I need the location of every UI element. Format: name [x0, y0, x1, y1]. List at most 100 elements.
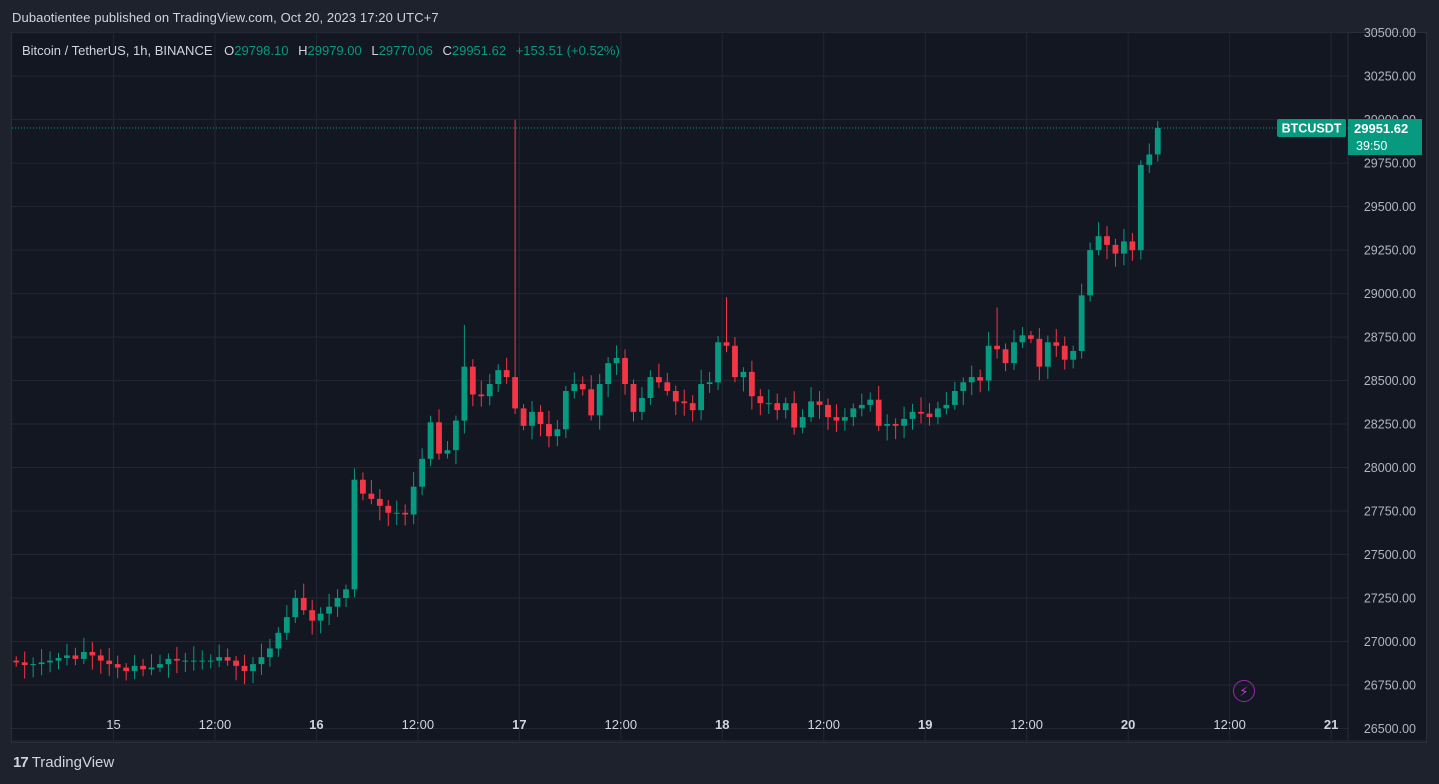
candle-body: [858, 404, 865, 409]
x-tick-label: 19: [918, 717, 932, 732]
candle-body: [622, 357, 628, 385]
candle-body: [1129, 241, 1136, 251]
candle-body: [453, 420, 459, 451]
candle-body: [1137, 164, 1144, 251]
candle-body: [503, 370, 510, 378]
x-tick-label: 12:00: [605, 717, 638, 732]
candle-body: [1121, 241, 1127, 254]
y-tick-label: 27000.00: [1364, 635, 1416, 649]
candle-body: [173, 658, 180, 661]
candle-body: [292, 598, 299, 618]
x-tick-label: 12:00: [1213, 717, 1246, 732]
y-tick-label: 29750.00: [1364, 157, 1416, 171]
candle-body: [21, 662, 28, 665]
candle-body: [1002, 349, 1009, 364]
x-tick-label: 21: [1324, 717, 1338, 732]
y-tick-label: 28750.00: [1364, 331, 1416, 345]
candle-body: [55, 658, 62, 661]
candle-body: [757, 396, 764, 404]
candle-body: [968, 377, 975, 383]
legend-high-label: H: [298, 43, 308, 58]
candle-body: [808, 401, 814, 418]
candle-body: [1146, 154, 1153, 165]
candle-body: [579, 384, 586, 390]
candle-body: [1154, 128, 1161, 155]
candle-body: [469, 366, 476, 395]
candle-body: [748, 371, 755, 397]
candle-body: [647, 377, 654, 398]
candle-body: [114, 664, 121, 668]
candle-body: [985, 345, 992, 381]
candle-body: [478, 394, 485, 397]
chart-frame[interactable]: [11, 32, 1427, 743]
candle-body: [554, 429, 561, 437]
candle-body: [72, 655, 79, 659]
candle-body: [994, 345, 1000, 350]
candle-body: [410, 486, 417, 515]
lightning-icon[interactable]: ⚡: [1233, 680, 1255, 702]
candle-body: [816, 401, 823, 405]
candle-body: [943, 404, 950, 409]
candle-body: [1104, 236, 1110, 245]
candle-body: [918, 411, 924, 414]
candle-body: [723, 342, 730, 346]
y-tick-label: 26750.00: [1364, 678, 1416, 692]
y-tick-label: 30250.00: [1364, 70, 1416, 84]
candle-body: [681, 401, 688, 404]
candle-body: [960, 382, 967, 392]
legend-high: 29979.00: [307, 43, 362, 58]
tradingview-logo[interactable]: 17 TradingView: [13, 754, 114, 771]
candle-body: [250, 664, 256, 672]
candle-body: [782, 403, 789, 411]
candle-body: [1078, 295, 1085, 351]
candle-body: [613, 357, 620, 364]
candle-body: [334, 598, 341, 607]
candle-body: [909, 411, 916, 419]
y-tick-label: 29500.00: [1364, 200, 1416, 214]
candle-body: [655, 377, 662, 383]
candle-body: [190, 660, 197, 662]
candle-body: [436, 422, 442, 454]
candle-body: [630, 384, 637, 412]
candle-body: [123, 667, 130, 672]
price-tag: BTCUSDT 29951.62 39:50: [1277, 119, 1422, 156]
candle-body: [38, 662, 45, 665]
candle-body: [825, 404, 831, 418]
x-tick-label: 20: [1121, 717, 1135, 732]
candle-body: [672, 391, 679, 402]
candle-body: [89, 651, 96, 656]
candle-body: [833, 417, 840, 421]
x-tick-label: 12:00: [807, 717, 840, 732]
candle-body: [97, 655, 104, 661]
candle-body: [1019, 335, 1026, 343]
candle-body: [892, 424, 899, 426]
publisher-line: Dubaotientee published on TradingView.co…: [12, 10, 439, 25]
candle-body: [1053, 342, 1060, 346]
countdown-label: 39:50: [1356, 139, 1387, 153]
candle-body: [376, 498, 383, 506]
candle-body: [951, 391, 958, 405]
candle-body: [80, 651, 87, 659]
candle-body: [393, 512, 400, 514]
candle-body: [765, 403, 772, 405]
candle-body: [1070, 350, 1077, 360]
candle-body: [689, 403, 696, 411]
x-tick-label: 12:00: [199, 717, 232, 732]
candle-body: [317, 613, 324, 621]
candle-body: [740, 371, 747, 378]
candle-body: [309, 610, 316, 621]
candle-body: [495, 370, 502, 385]
x-tick-label: 12:00: [402, 717, 435, 732]
y-tick-label: 27500.00: [1364, 548, 1416, 562]
candle-body: [791, 403, 798, 428]
candle-body: [934, 408, 941, 418]
candle-body: [664, 382, 671, 392]
candle-body: [884, 424, 891, 426]
legend-close: 29951.62: [451, 43, 507, 58]
candle-body: [596, 384, 603, 416]
candle-body: [850, 408, 857, 418]
candle-body: [157, 664, 163, 668]
candle-body: [131, 665, 138, 672]
legend-symbol[interactable]: Bitcoin / TetherUS, 1h, BINANCE: [22, 43, 213, 58]
